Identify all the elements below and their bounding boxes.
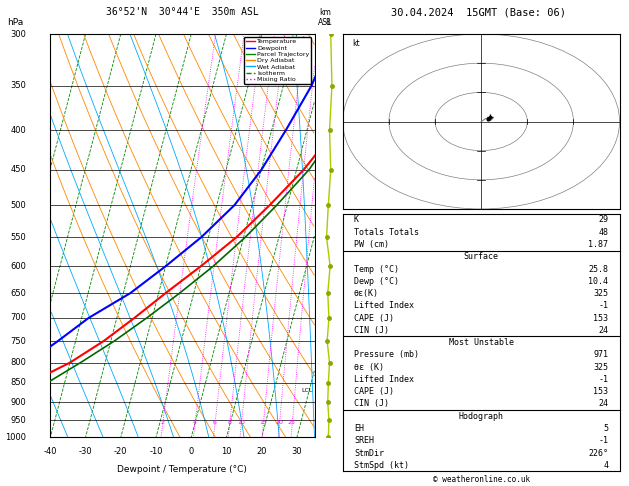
- Text: 20: 20: [275, 420, 283, 425]
- Text: SREH: SREH: [354, 436, 374, 445]
- Text: 30: 30: [292, 448, 302, 456]
- Text: 750: 750: [11, 336, 26, 346]
- Text: 1: 1: [325, 398, 330, 407]
- Text: CAPE (J): CAPE (J): [354, 387, 394, 396]
- Text: Lifted Index: Lifted Index: [354, 301, 414, 311]
- Text: 800: 800: [11, 358, 26, 367]
- Text: 8: 8: [227, 420, 231, 425]
- Text: 153: 153: [594, 387, 608, 396]
- Text: hPa: hPa: [8, 17, 24, 27]
- Text: 25.8: 25.8: [589, 264, 608, 274]
- Text: kt: kt: [352, 39, 360, 48]
- Text: 10: 10: [221, 448, 231, 456]
- Text: Totals Totals: Totals Totals: [354, 228, 419, 237]
- Text: Temp (°C): Temp (°C): [354, 264, 399, 274]
- Text: 1.87: 1.87: [589, 240, 608, 249]
- Text: EH: EH: [354, 424, 364, 433]
- Text: θε(K): θε(K): [354, 289, 379, 298]
- Text: Pressure (mb): Pressure (mb): [354, 350, 419, 359]
- Text: 400: 400: [11, 126, 26, 135]
- Text: Dewpoint / Temperature (°C): Dewpoint / Temperature (°C): [118, 465, 247, 474]
- Text: 5: 5: [603, 424, 608, 433]
- Text: 10.4: 10.4: [589, 277, 608, 286]
- Text: 0: 0: [189, 448, 194, 456]
- Text: Most Unstable: Most Unstable: [448, 338, 514, 347]
- Text: 6: 6: [213, 420, 216, 425]
- Text: LCL: LCL: [301, 388, 313, 393]
- Text: 4: 4: [325, 273, 330, 282]
- Legend: Temperature, Dewpoint, Parcel Trajectory, Dry Adiabat, Wet Adiabat, Isotherm, Mi: Temperature, Dewpoint, Parcel Trajectory…: [244, 37, 311, 84]
- Text: 2: 2: [160, 420, 164, 425]
- Text: 971: 971: [594, 350, 608, 359]
- Text: 25: 25: [288, 420, 296, 425]
- Text: Dewp (°C): Dewp (°C): [354, 277, 399, 286]
- Text: -1: -1: [599, 301, 608, 311]
- Text: 4: 4: [603, 461, 608, 470]
- Text: 5: 5: [325, 201, 330, 209]
- Text: 450: 450: [11, 165, 26, 174]
- Text: CIN (J): CIN (J): [354, 326, 389, 335]
- Text: 900: 900: [11, 398, 26, 407]
- Text: 15: 15: [259, 420, 267, 425]
- Text: 600: 600: [11, 262, 26, 271]
- Text: 8: 8: [325, 18, 330, 27]
- Text: CIN (J): CIN (J): [354, 399, 389, 408]
- Text: 7: 7: [325, 81, 330, 90]
- Text: Surface: Surface: [464, 252, 499, 261]
- Text: 325: 325: [594, 363, 608, 372]
- Text: -1: -1: [599, 436, 608, 445]
- Text: 500: 500: [11, 201, 26, 209]
- Text: 850: 850: [11, 379, 26, 387]
- Text: 300: 300: [11, 30, 26, 38]
- Text: 350: 350: [11, 81, 26, 90]
- Text: 650: 650: [11, 289, 26, 297]
- Text: -20: -20: [114, 448, 128, 456]
- Text: 24: 24: [599, 399, 608, 408]
- Text: 36°52'N  30°44'E  350m ASL: 36°52'N 30°44'E 350m ASL: [106, 7, 259, 17]
- Text: 48: 48: [599, 228, 608, 237]
- Text: Lifted Index: Lifted Index: [354, 375, 414, 384]
- Text: 3: 3: [325, 336, 330, 346]
- Text: 153: 153: [594, 313, 608, 323]
- Text: © weatheronline.co.uk: © weatheronline.co.uk: [433, 474, 530, 484]
- Text: 20: 20: [257, 448, 267, 456]
- Text: 325: 325: [594, 289, 608, 298]
- Text: Hodograph: Hodograph: [459, 412, 504, 421]
- Text: 550: 550: [11, 233, 26, 242]
- Text: θε (K): θε (K): [354, 363, 384, 372]
- Text: km
ASL: km ASL: [318, 8, 332, 27]
- Text: -1: -1: [599, 375, 608, 384]
- Text: -30: -30: [79, 448, 92, 456]
- Text: 30.04.2024  15GMT (Base: 06): 30.04.2024 15GMT (Base: 06): [391, 7, 565, 17]
- Text: 24: 24: [599, 326, 608, 335]
- Text: StmDir: StmDir: [354, 449, 384, 457]
- Text: -40: -40: [43, 448, 57, 456]
- Text: 950: 950: [11, 416, 26, 425]
- Text: StmSpd (kt): StmSpd (kt): [354, 461, 409, 470]
- Text: 10: 10: [237, 420, 245, 425]
- Text: PW (cm): PW (cm): [354, 240, 389, 249]
- Text: K: K: [354, 215, 359, 225]
- Text: 4: 4: [192, 420, 196, 425]
- Text: 2: 2: [325, 379, 330, 387]
- Text: 29: 29: [599, 215, 608, 225]
- Text: 700: 700: [11, 313, 26, 322]
- Text: 1000: 1000: [6, 433, 26, 442]
- Text: CAPE (J): CAPE (J): [354, 313, 394, 323]
- Text: 226°: 226°: [589, 449, 608, 457]
- Text: 6: 6: [325, 142, 330, 151]
- Text: -10: -10: [149, 448, 163, 456]
